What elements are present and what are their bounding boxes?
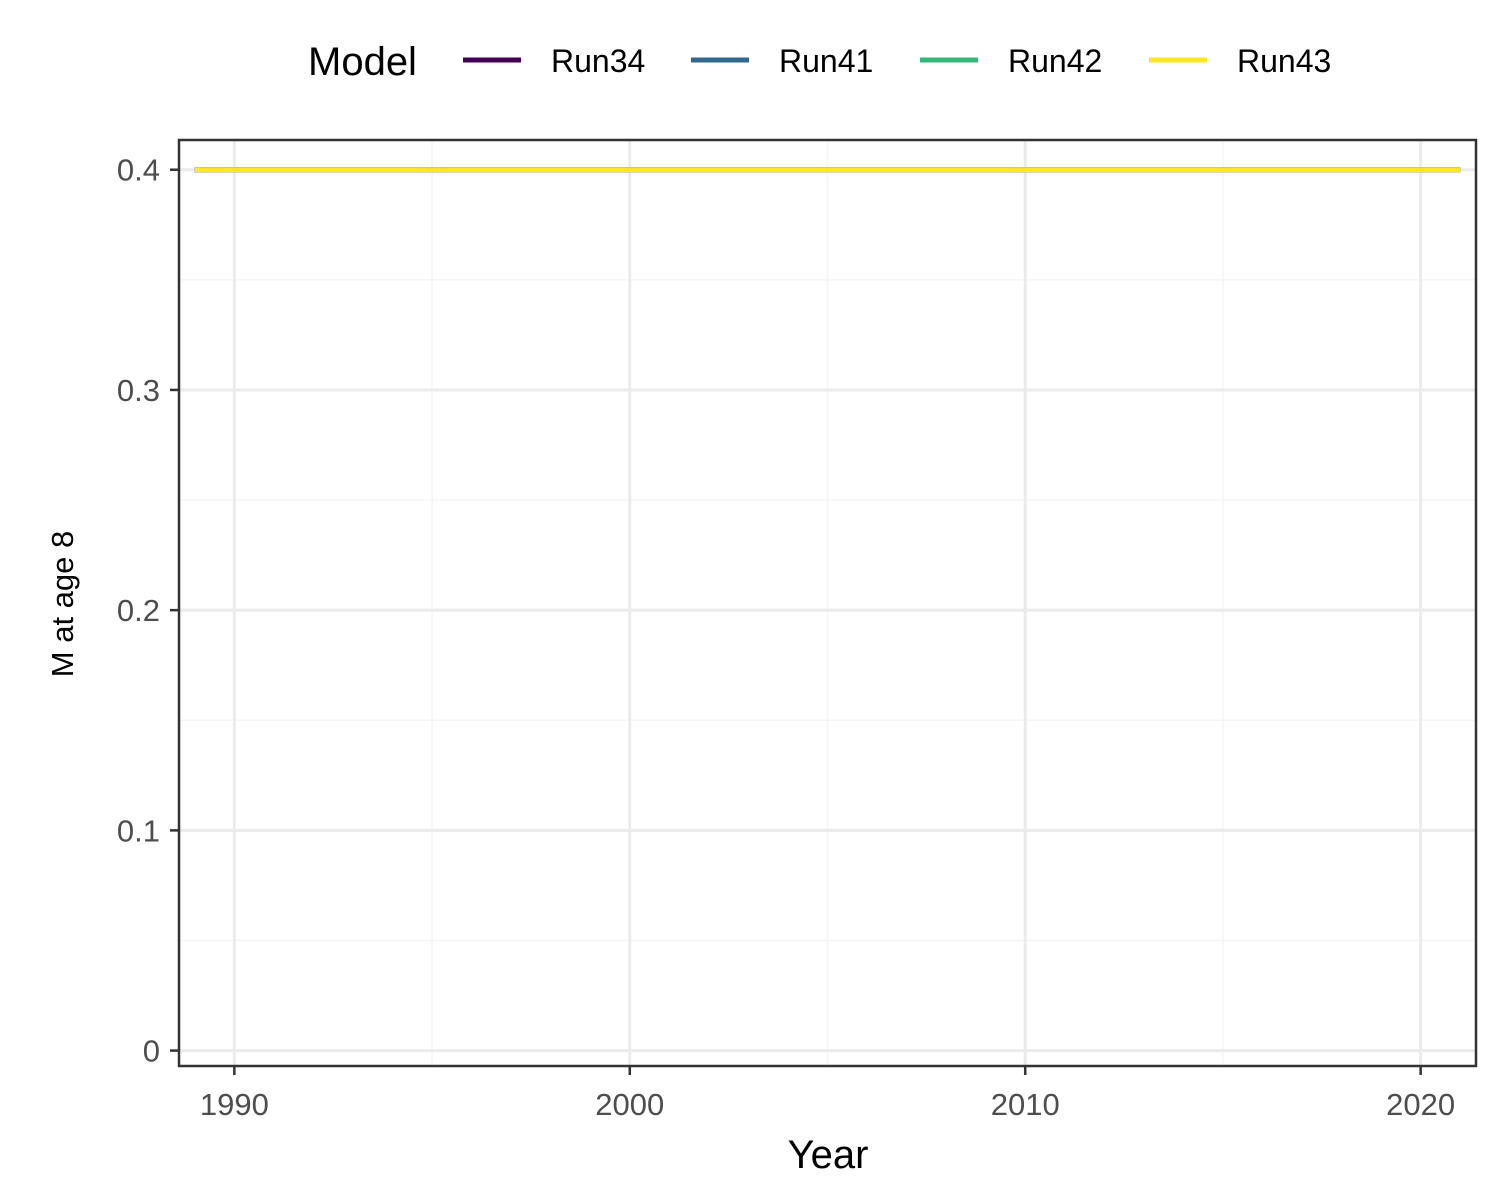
- y-tick-label: 0.4: [117, 153, 160, 188]
- y-axis: 0 0.1 0.2 0.3 0.4: [117, 153, 179, 1069]
- legend-label: Run43: [1237, 43, 1331, 79]
- y-tick-label: 0.1: [117, 813, 160, 848]
- legend-item-run34: Run34: [463, 43, 645, 79]
- legend-item-run43: Run43: [1149, 43, 1331, 79]
- x-tick-label: 2000: [595, 1087, 664, 1122]
- x-tick-label: 2020: [1386, 1087, 1455, 1122]
- legend: Model Run34 Run41 Run42 Run43: [308, 40, 1331, 84]
- legend-title: Model: [308, 40, 417, 84]
- x-tick-label: 1990: [200, 1087, 269, 1122]
- legend-item-run42: Run42: [920, 43, 1102, 79]
- panel-border: [177, 138, 1478, 1068]
- y-tick-label: 0.3: [117, 373, 160, 408]
- y-axis-title: M at age 8: [45, 531, 80, 677]
- x-tick-label: 2010: [991, 1087, 1060, 1122]
- y-tick-label: 0: [143, 1034, 160, 1069]
- x-axis: 1990 2000 2010 2020: [200, 1066, 1455, 1122]
- legend-item-run41: Run41: [691, 43, 873, 79]
- legend-label: Run42: [1008, 43, 1102, 79]
- legend-label: Run41: [779, 43, 873, 79]
- x-axis-title: Year: [788, 1133, 869, 1177]
- y-tick-label: 0.2: [117, 593, 160, 628]
- legend-label: Run34: [551, 43, 645, 79]
